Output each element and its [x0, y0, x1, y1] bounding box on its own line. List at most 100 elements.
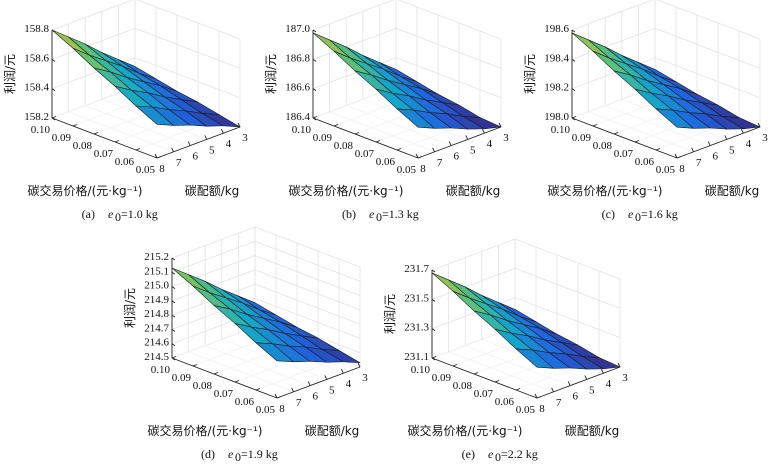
quota-tick-label: 7: [296, 397, 302, 409]
quota-tick-label: 8: [279, 403, 285, 415]
z-tick-label: 214.8: [144, 308, 169, 320]
caption-value: =1.9 kg: [241, 447, 278, 461]
caption-variable: e: [488, 447, 494, 461]
price-tick-mark: [255, 388, 261, 391]
surface-face: [431, 272, 470, 299]
quota-tick-label: 5: [470, 144, 476, 156]
quota-tick-mark: [674, 153, 678, 159]
quota-tick-label: 4: [226, 138, 232, 150]
z-tick-label: 215.1: [144, 265, 169, 277]
z-tick-label: 215.0: [144, 280, 169, 292]
quota-tick-mark: [757, 122, 761, 128]
z-tick-mark: [312, 29, 317, 33]
price-tick-mark: [676, 156, 682, 159]
z-tick-label: 214.6: [144, 337, 169, 349]
quota-tick-mark: [600, 368, 604, 374]
z-tick-label: 198.6: [544, 23, 569, 35]
price-tick-mark: [213, 372, 219, 375]
price-tick-label: 0.09: [572, 132, 592, 144]
z-tick-label: 186.8: [285, 52, 310, 64]
chart-svg: 231.1 231.3 231.5 231.7 0.050.060.070.080.09…: [383, 238, 628, 464]
caption-tag: (b): [342, 207, 356, 221]
price-tick-mark: [234, 380, 240, 383]
gridline: [171, 283, 361, 325]
z-tick-label: 198.4: [544, 52, 569, 64]
quota-tick-label: 4: [606, 378, 612, 390]
price-tick-mark: [417, 156, 423, 159]
surface-face: [582, 356, 621, 370]
price-tick-label: 0.09: [52, 132, 72, 144]
quota-tick-label: 5: [589, 384, 595, 396]
price-tick-label: 0.08: [193, 380, 213, 392]
caption-value: =1.6 kg: [641, 207, 678, 221]
quota-tick-mark: [274, 393, 278, 399]
quota-axis-label: 碳配额/kg: [446, 184, 501, 198]
price-tick-mark: [135, 148, 141, 151]
z-tick-mark: [171, 343, 176, 347]
z-tick-mark: [51, 58, 56, 62]
price-tick-mark: [613, 132, 619, 135]
z-tick-mark: [431, 269, 436, 273]
quota-tick-label: 8: [539, 403, 545, 415]
floor-gridline: [205, 345, 311, 386]
price-tick-label: 0.05: [656, 164, 676, 176]
price-tick-label: 0.09: [313, 132, 333, 144]
z-tick-mark: [171, 357, 176, 361]
z-tick-mark: [312, 88, 317, 92]
z-tick-mark: [171, 286, 176, 289]
price-tick-label: 0.08: [453, 380, 473, 392]
caption-variable: e: [369, 207, 375, 221]
quota-tick-label: 8: [159, 163, 165, 175]
price-tick-mark: [375, 140, 381, 143]
caption-variable: e: [628, 207, 634, 221]
quota-tick-mark: [551, 387, 555, 393]
price-tick-mark: [312, 116, 318, 119]
price-tick-mark: [634, 140, 640, 143]
quota-tick-mark: [291, 387, 295, 393]
z-tick-label: 231.7: [404, 263, 429, 275]
quota-axis-label: 碳配额/kg: [185, 184, 240, 198]
z-tick-mark: [431, 328, 436, 332]
quota-axis-line: [536, 366, 621, 399]
caption-variable: e: [228, 447, 234, 461]
quota-tick-mark: [204, 135, 208, 140]
price-tick-mark: [431, 356, 437, 359]
z-tick-mark: [171, 271, 176, 275]
quota-tick-mark: [584, 375, 588, 380]
gridline: [312, 57, 502, 99]
caption-subscript: 0: [115, 210, 121, 224]
z-tick-mark: [51, 29, 56, 33]
price-tick-mark: [571, 116, 577, 119]
price-axis-label: 碳交易价格/(元·kg⁻¹): [28, 183, 143, 198]
price-tick-mark: [192, 364, 198, 367]
z-tick-label: 186.4: [285, 111, 310, 123]
z-tick-label: 186.6: [285, 82, 310, 94]
quota-tick-mark: [237, 122, 241, 128]
price-axis-line: [431, 357, 538, 399]
price-tick-label: 0.10: [411, 364, 431, 376]
caption-variable: e: [108, 207, 114, 221]
z-tick-label: 231.3: [404, 322, 429, 334]
surface-face: [463, 116, 502, 130]
price-axis-line: [51, 117, 158, 159]
z-tick-mark: [431, 298, 436, 302]
floor-gridline: [605, 105, 711, 146]
surface-face: [51, 29, 90, 56]
price-tick-label: 0.07: [94, 148, 114, 160]
surface-face: [171, 267, 210, 293]
quota-tick-mark: [498, 122, 502, 128]
quota-tick-mark: [740, 128, 744, 134]
quota-tick-label: 4: [746, 138, 752, 150]
price-tick-mark: [592, 124, 598, 127]
chart-svg: 186.4 186.6 186.8 187.0 0.050.060.070.080.09…: [264, 0, 509, 224]
price-tick-label: 0.07: [214, 388, 234, 400]
quota-tick-mark: [617, 362, 621, 368]
floor-gridline: [221, 339, 327, 380]
z-tick-label: 214.9: [144, 294, 169, 306]
gridline: [431, 238, 621, 280]
floor-gridline: [188, 351, 294, 393]
surface-face: [202, 113, 241, 128]
surface-face: [722, 116, 761, 130]
z-tick-mark: [171, 257, 176, 261]
quota-tick-label: 5: [329, 384, 335, 396]
